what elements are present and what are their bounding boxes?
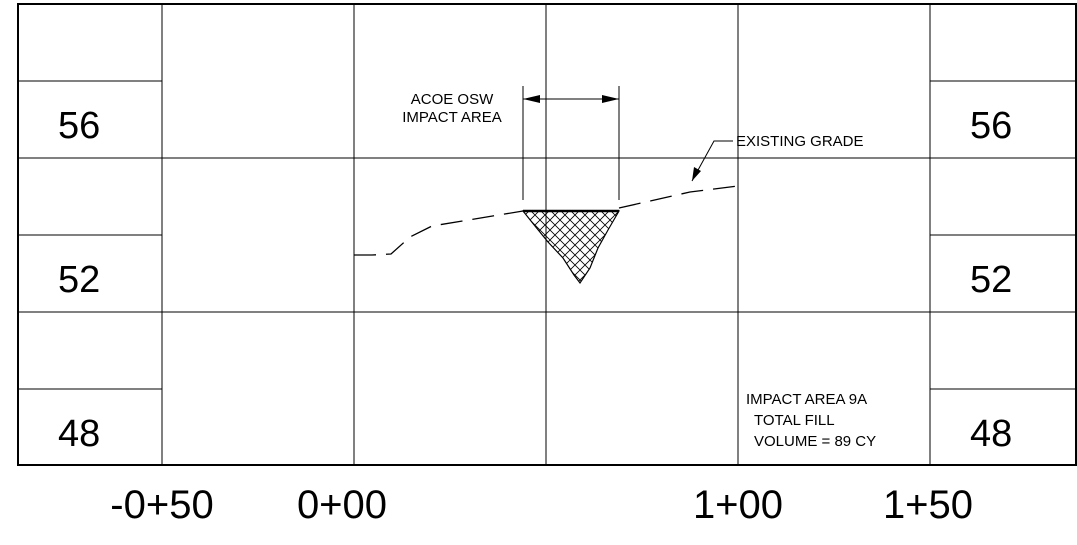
existing-grade-label: EXISTING GRADE [736, 133, 864, 150]
existing-grade-leader [691, 140, 733, 182]
station-label-0-00: 0+00 [297, 483, 387, 527]
elevation-label-left-52: 52 [58, 259, 100, 301]
elevation-label-right-48: 48 [970, 413, 1012, 455]
elevation-label-left-56: 56 [58, 105, 100, 147]
horizontal-grid [18, 157, 1076, 313]
elevation-label-left-48: 48 [58, 413, 100, 455]
osw-label-line1: ACOE OSW [411, 91, 494, 108]
impact-area-hatch [521, 210, 621, 285]
elevation-label-right-56: 56 [970, 105, 1012, 147]
station-label-1-50: 1+50 [883, 483, 973, 527]
osw-label-line2: IMPACT AREA [402, 109, 501, 126]
existing-grade-right [618, 185, 739, 209]
impact-note-line3: VOLUME = 89 CY [754, 433, 876, 450]
impact-note-line1: IMPACT AREA 9A [746, 391, 867, 408]
label-box-lines [18, 80, 1076, 390]
existing-grade-left [354, 210, 524, 256]
station-label-1-00: 1+00 [693, 483, 783, 527]
station-label-minus-0-50: -0+50 [110, 483, 213, 527]
elevation-label-right-52: 52 [970, 259, 1012, 301]
impact-note-line2: TOTAL FILL [754, 412, 835, 429]
osw-dimension [522, 86, 620, 200]
